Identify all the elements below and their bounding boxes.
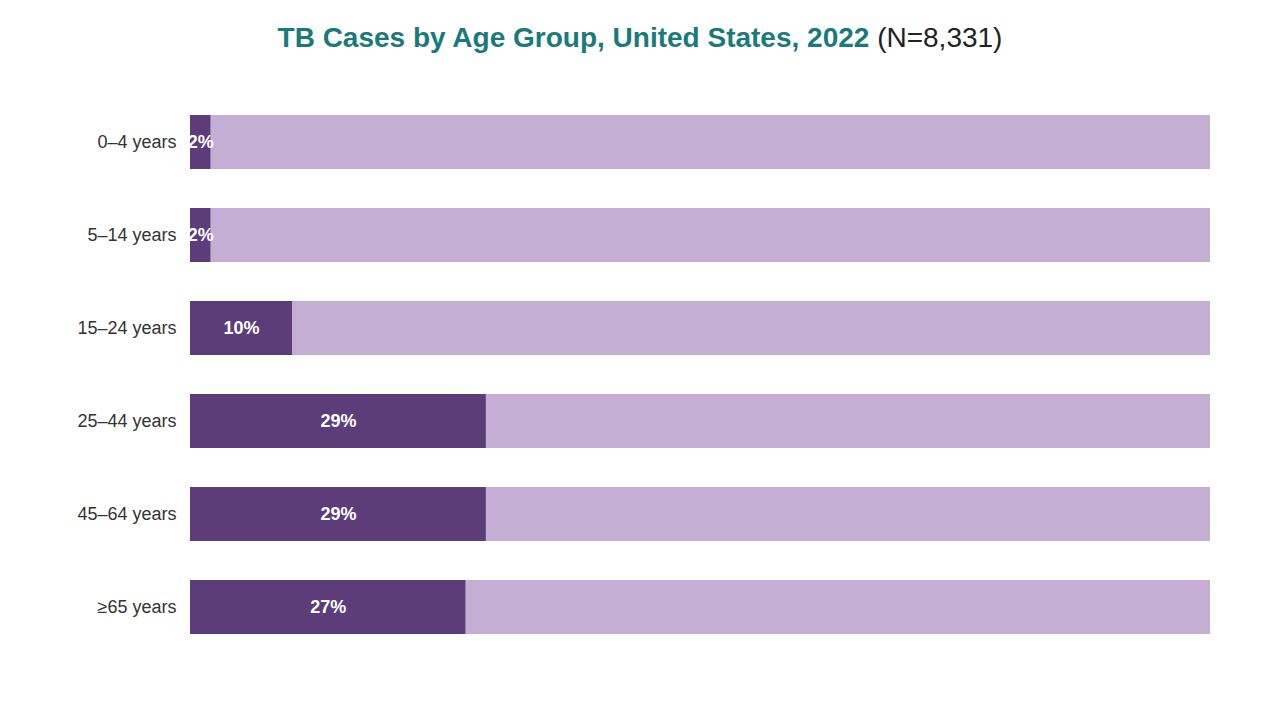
svg-text:15–24 years: 15–24 years — [77, 318, 176, 338]
svg-text:0–4 years: 0–4 years — [97, 132, 176, 152]
svg-text:27%: 27% — [310, 597, 346, 617]
svg-text:29%: 29% — [320, 411, 356, 431]
svg-text:29%: 29% — [320, 504, 356, 524]
svg-text:10%: 10% — [223, 318, 259, 338]
svg-text:≥65 years: ≥65 years — [98, 597, 177, 617]
svg-text:2%: 2% — [188, 225, 214, 245]
svg-text:25–44 years: 25–44 years — [77, 411, 176, 431]
svg-text:45–64 years: 45–64 years — [77, 504, 176, 524]
svg-text:2%: 2% — [188, 132, 214, 152]
svg-text:5–14 years: 5–14 years — [87, 225, 176, 245]
html-text:TB Cases by Age Group, United: TB Cases by Age Group, United States, 20… — [277, 22, 1003, 53]
